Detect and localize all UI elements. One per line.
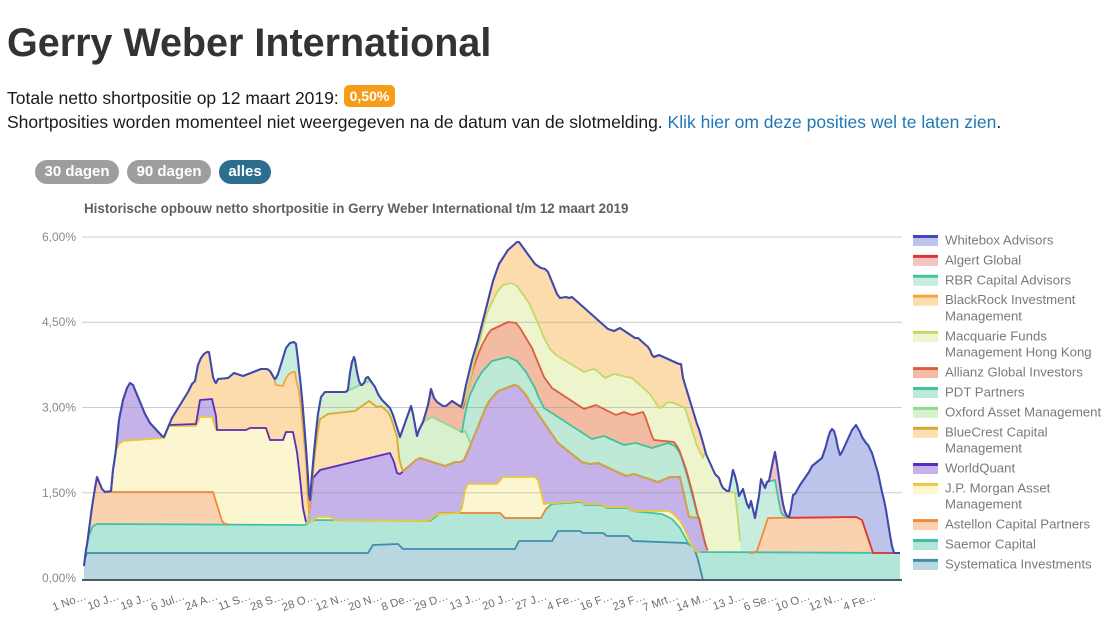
- svg-text:28 O…: 28 O…: [281, 591, 319, 615]
- svg-text:Oxford Asset Management: Oxford Asset Management: [945, 404, 1101, 419]
- svg-text:27 J…: 27 J…: [514, 591, 549, 613]
- svg-text:1,50%: 1,50%: [42, 486, 76, 500]
- svg-text:12 N…: 12 N…: [314, 591, 351, 614]
- svg-text:13 J…: 13 J…: [711, 591, 746, 613]
- svg-text:13 J…: 13 J…: [448, 591, 483, 613]
- svg-text:Historische opbouw netto short: Historische opbouw netto shortpositie in…: [84, 201, 628, 216]
- svg-text:Management: Management: [945, 497, 1022, 512]
- svg-text:3,00%: 3,00%: [42, 401, 76, 415]
- svg-text:16 F…: 16 F…: [578, 591, 614, 614]
- svg-text:4,50%: 4,50%: [42, 315, 76, 329]
- svg-text:RBR Capital Advisors: RBR Capital Advisors: [945, 272, 1071, 287]
- svg-text:20 N…: 20 N…: [347, 591, 384, 614]
- svg-text:1 No…: 1 No…: [51, 591, 88, 614]
- svg-text:Algert Global: Algert Global: [945, 252, 1021, 267]
- svg-text:Management: Management: [945, 308, 1022, 323]
- svg-text:10 O…: 10 O…: [774, 591, 812, 615]
- svg-text:Allianz Global Investors: Allianz Global Investors: [945, 365, 1083, 380]
- svg-text:14 M…: 14 M…: [675, 591, 713, 615]
- svg-text:0,00%: 0,00%: [42, 571, 76, 585]
- svg-text:20 J…: 20 J…: [481, 591, 516, 613]
- svg-text:Management: Management: [945, 441, 1022, 456]
- svg-text:12 N…: 12 N…: [808, 591, 845, 614]
- svg-text:BlackRock Investment: BlackRock Investment: [945, 292, 1076, 307]
- svg-text:Astellon Capital Partners: Astellon Capital Partners: [945, 517, 1091, 532]
- svg-text:6,00%: 6,00%: [42, 230, 76, 244]
- svg-text:10 J…: 10 J…: [86, 591, 121, 613]
- svg-text:11 S…: 11 S…: [217, 591, 253, 614]
- svg-text:8 De…: 8 De…: [380, 591, 417, 614]
- svg-text:4 Fe…: 4 Fe…: [842, 591, 878, 614]
- svg-text:Saemor Capital: Saemor Capital: [945, 537, 1036, 552]
- svg-text:19 J…: 19 J…: [119, 591, 154, 613]
- svg-text:6 Jul…: 6 Jul…: [150, 591, 187, 614]
- svg-text:Management Hong Kong: Management Hong Kong: [945, 345, 1092, 360]
- svg-text:WorldQuant: WorldQuant: [945, 461, 1015, 476]
- svg-text:Macquarie Funds: Macquarie Funds: [945, 328, 1047, 343]
- svg-text:Whitebox Advisors: Whitebox Advisors: [945, 233, 1054, 248]
- svg-text:24 A…: 24 A…: [184, 591, 220, 614]
- svg-text:Systematica Investments: Systematica Investments: [945, 556, 1092, 571]
- svg-text:J.P. Morgan Asset: J.P. Morgan Asset: [945, 480, 1051, 495]
- svg-text:PDT Partners: PDT Partners: [945, 385, 1025, 400]
- svg-text:29 D…: 29 D…: [413, 591, 450, 614]
- svg-text:4 Fe…: 4 Fe…: [546, 591, 582, 614]
- svg-text:BlueCrest Capital: BlueCrest Capital: [945, 424, 1048, 439]
